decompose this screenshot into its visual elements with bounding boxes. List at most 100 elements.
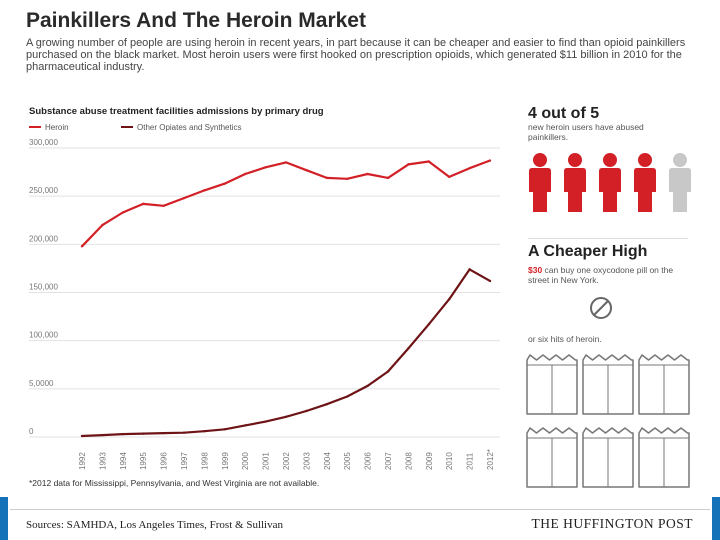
data-point-opiates — [101, 433, 104, 437]
person-icon-highlighted — [634, 153, 656, 212]
footer-divider — [10, 509, 710, 510]
footer-accent-right — [712, 497, 720, 540]
gridlines — [29, 147, 500, 438]
legend: Heroin Other Opiates and Synthetics — [29, 123, 242, 132]
price-caption-text: can buy one oxycodone pill on the street… — [528, 265, 674, 285]
x-tick-label: 1996 — [160, 452, 169, 470]
x-tick-label: 1997 — [180, 452, 189, 470]
x-tick-label: 1992 — [78, 452, 87, 470]
data-point-opiates — [488, 279, 492, 283]
data-point-heroin — [386, 176, 390, 180]
data-point-heroin — [101, 223, 104, 227]
data-point-opiates — [203, 430, 206, 433]
divider — [528, 238, 688, 239]
data-point-opiates — [366, 384, 369, 388]
brand-logo: THE HUFFINGTON POST — [531, 516, 693, 531]
data-point-opiates — [448, 298, 451, 301]
data-point-opiates — [142, 432, 145, 435]
x-tick-label: 2010 — [445, 452, 454, 470]
x-tick-label: 2007 — [384, 452, 393, 470]
x-tick-label: 2012* — [486, 449, 495, 470]
person-icon-highlighted — [599, 153, 621, 212]
x-tick-label: 2002 — [282, 452, 291, 470]
data-point-opiates — [80, 434, 84, 438]
data-point-heroin — [264, 166, 267, 169]
x-tick-label: 2000 — [241, 452, 250, 470]
price-text: $30 — [528, 265, 543, 275]
x-tick-label: 1995 — [139, 452, 148, 470]
data-point-heroin — [182, 196, 186, 200]
line-chart: Substance abuse treatment facilities adm… — [29, 106, 500, 470]
data-point-opiates — [305, 409, 308, 413]
series-line-opiates — [81, 268, 491, 438]
cheaper-headline: A Cheaper High — [528, 243, 648, 260]
heroin-bag-icon — [526, 354, 578, 415]
person-icon-highlighted — [564, 153, 586, 212]
data-point-heroin — [468, 167, 471, 170]
y-axis-labels: 300,000 250,000 200,000 150,000 100,000 5,000… — [29, 138, 58, 436]
pill-icon — [590, 297, 612, 319]
y-tick-label: 100,000 — [29, 331, 58, 340]
data-point-heroin — [448, 175, 451, 179]
heroin-caption: or six hits of heroin. — [528, 334, 602, 344]
stat-headline: 4 out of 5 — [528, 105, 600, 122]
data-point-opiates — [407, 347, 410, 350]
data-point-opiates — [244, 424, 247, 427]
sources-text: Sources: SAMHDA, Los Angeles Times, Fros… — [26, 519, 283, 531]
y-tick-label: 0 — [29, 427, 34, 436]
data-point-opiates — [121, 432, 125, 436]
x-tick-label: 2008 — [404, 452, 413, 470]
data-point-heroin — [366, 172, 369, 176]
data-point-opiates — [386, 370, 390, 373]
heroin-bag-icon — [582, 427, 634, 488]
heroin-bag-icon — [582, 354, 634, 415]
chart-title: Substance abuse treatment facilities adm… — [29, 106, 324, 117]
data-point-opiates — [284, 415, 288, 418]
x-tick-label: 1993 — [98, 452, 107, 470]
y-tick-label: 200,000 — [29, 234, 58, 243]
x-tick-label: 2011 — [466, 452, 475, 470]
data-point-opiates — [264, 420, 267, 423]
heroin-bag-icon — [638, 354, 690, 415]
y-tick-label: 5,0000 — [29, 379, 54, 388]
data-point-opiates — [468, 268, 471, 271]
data-point-opiates — [325, 403, 328, 406]
footnote: *2012 data for Mississippi, Pennsylvania… — [29, 478, 320, 488]
x-tick-label: 1994 — [119, 452, 128, 470]
data-point-heroin — [80, 245, 84, 248]
heroin-bag-icon — [638, 427, 690, 488]
legend-label-heroin: Heroin — [45, 123, 69, 132]
people-pictogram — [529, 153, 691, 212]
x-tick-label: 2004 — [323, 452, 332, 470]
x-axis-labels: 1992 1993 1994 1995 1996 1997 1998 1999 2000 2001… — [78, 449, 495, 470]
footer — [0, 497, 720, 540]
data-point-heroin — [305, 168, 308, 172]
data-point-heroin — [407, 163, 410, 166]
stat-caption: new heroin users have abused painkillers… — [528, 122, 644, 142]
legend-label-opiates: Other Opiates and Synthetics — [137, 123, 242, 132]
data-point-heroin — [488, 159, 492, 162]
x-tick-label: 1999 — [221, 452, 230, 470]
y-tick-label: 150,000 — [29, 283, 58, 292]
data-point-heroin — [223, 182, 226, 185]
footer-accent-left — [0, 497, 8, 540]
cheaper-caption: $30 can buy one oxycodone pill on the st… — [528, 265, 678, 285]
data-point-heroin — [244, 172, 247, 176]
data-point-heroin — [346, 177, 349, 181]
x-tick-label: 2001 — [262, 452, 271, 470]
y-tick-label: 250,000 — [29, 186, 58, 195]
data-point-opiates — [162, 431, 165, 435]
data-point-opiates — [182, 431, 186, 434]
y-tick-label: 300,000 — [29, 138, 58, 147]
data-point-heroin — [203, 189, 206, 192]
x-tick-label: 1998 — [200, 452, 209, 470]
x-tick-label: 2003 — [302, 452, 311, 470]
data-point-opiates — [223, 428, 226, 431]
data-point-heroin — [325, 176, 328, 180]
series-lines — [80, 159, 492, 438]
person-icon-muted — [669, 153, 691, 212]
intro-text: A growing number of people are using her… — [26, 37, 686, 73]
x-tick-label: 2009 — [425, 452, 434, 470]
x-tick-label: 2005 — [343, 452, 352, 470]
data-point-heroin — [121, 211, 125, 214]
